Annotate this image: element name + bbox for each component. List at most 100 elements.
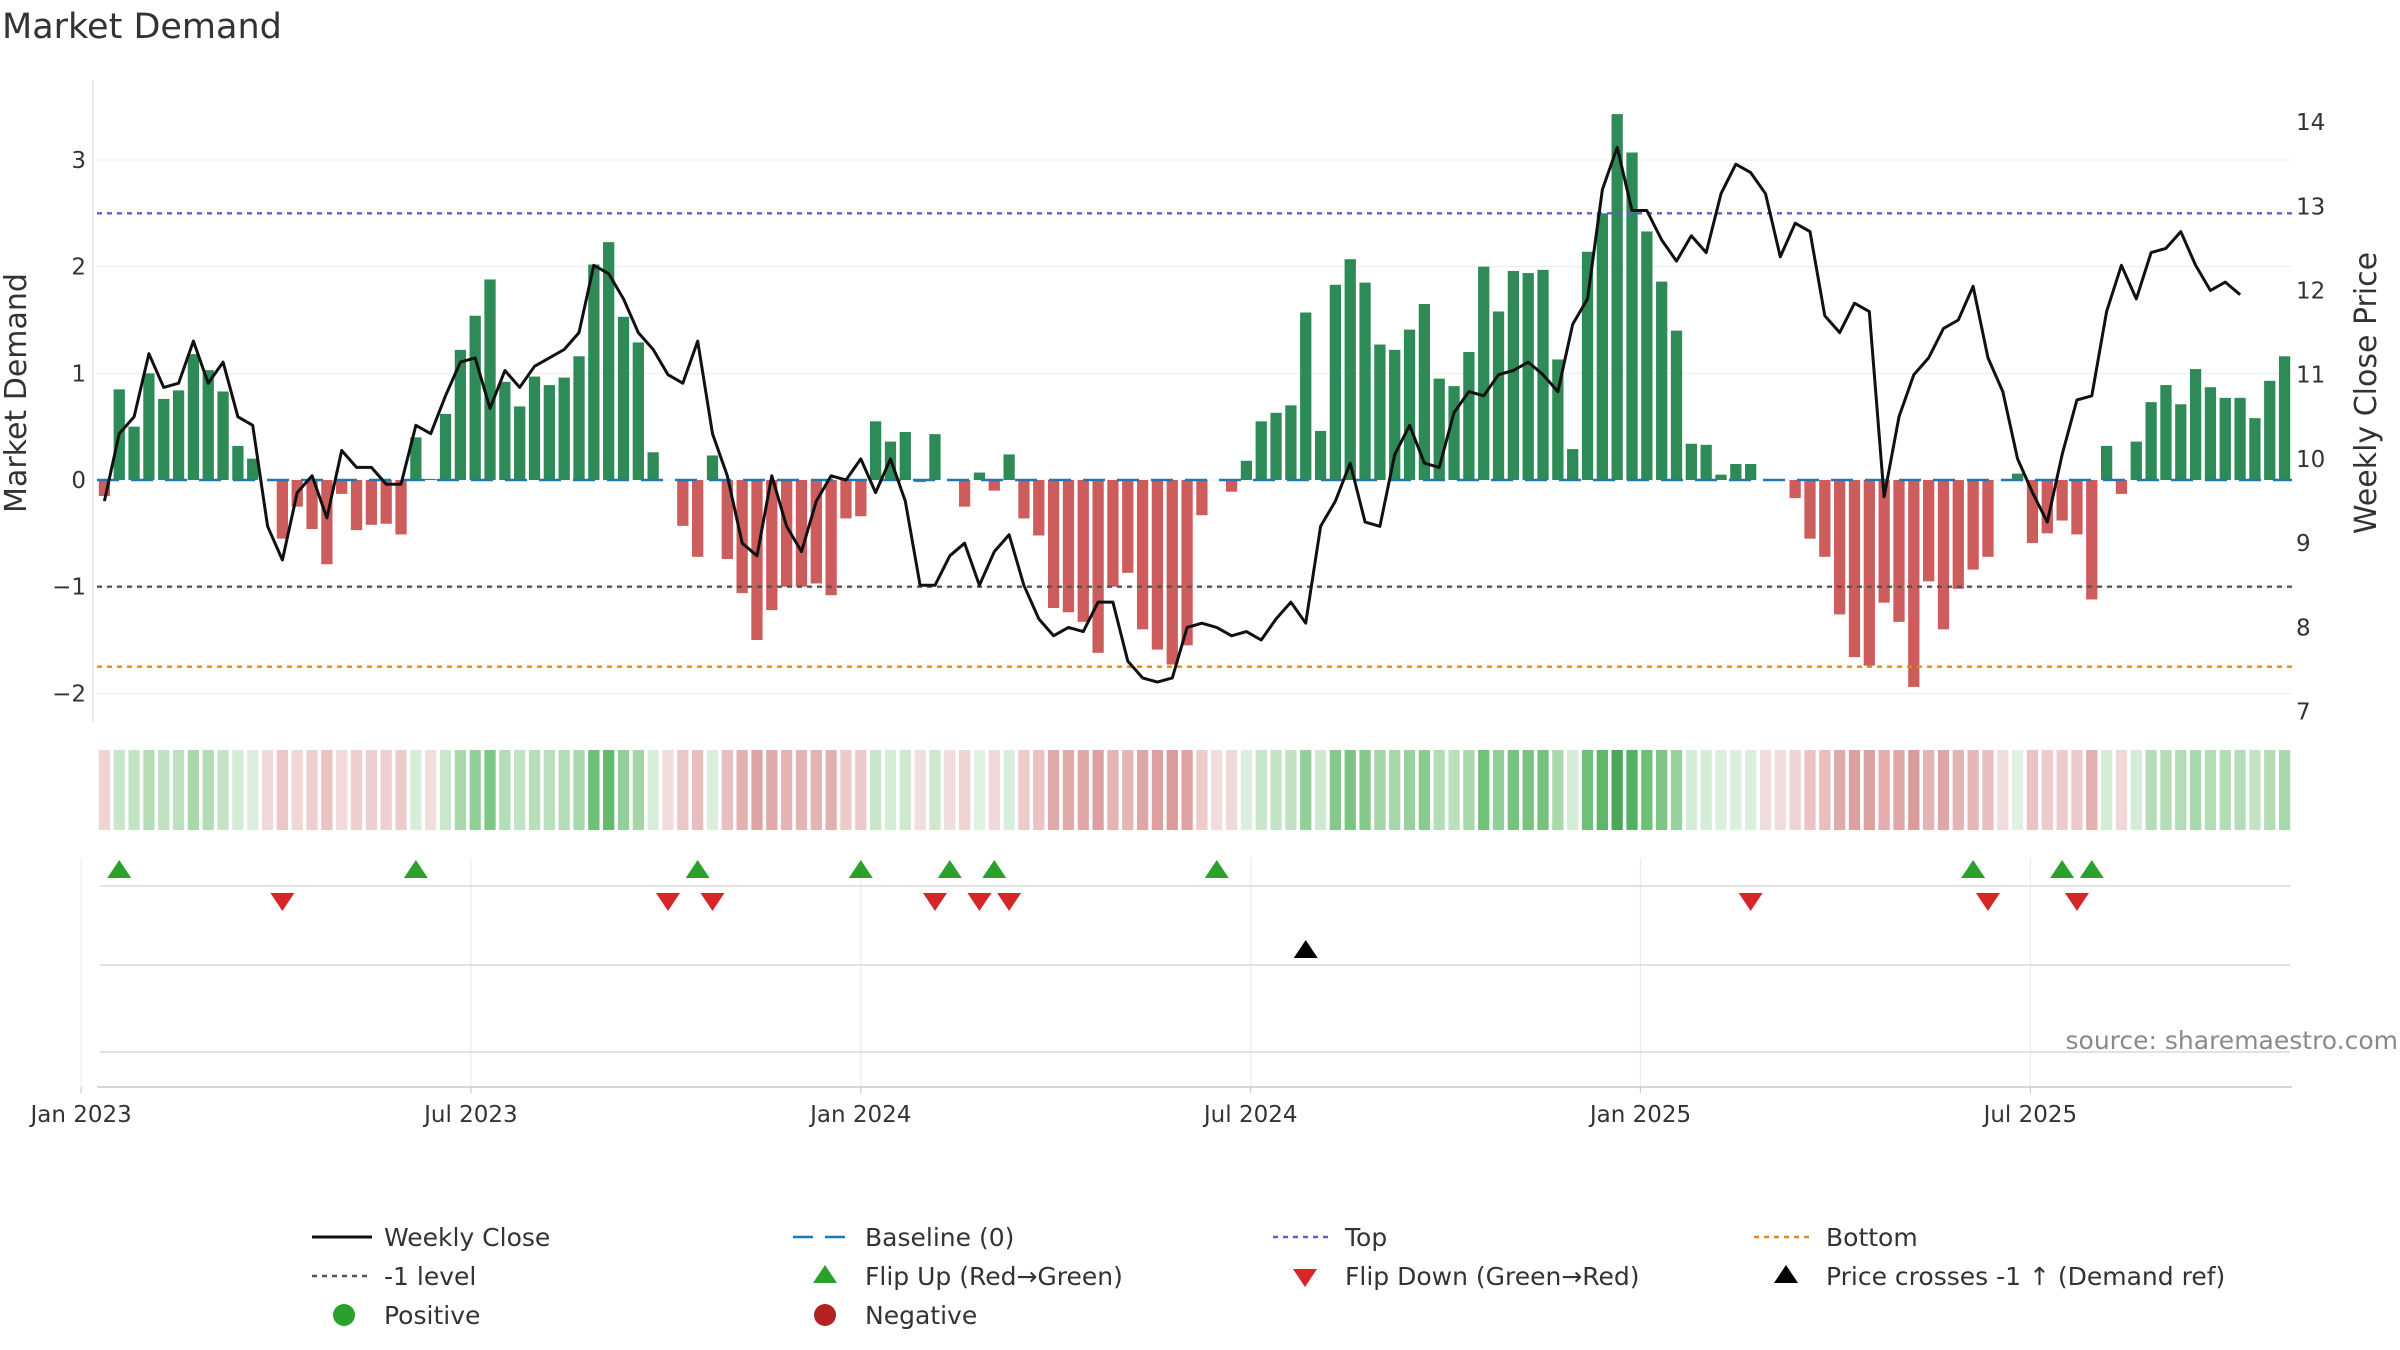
demand-tile [899,750,911,830]
legend-label: Flip Up (Red→Green) [865,1262,1123,1291]
demand-tile [439,750,452,830]
demand-tile [1581,750,1594,830]
flip-up-marker [107,860,132,878]
signal-markers [107,860,2104,958]
y2-axis-title: Weekly Close Price [2349,252,2384,534]
demand-tile [1567,750,1579,830]
legend-label: Top [1344,1223,1387,1252]
negative-demand-bar [1908,480,1920,687]
negative-demand-bar [350,480,363,531]
positive-demand-bar [706,455,719,480]
demand-tile [543,750,555,830]
demand-tile [306,750,318,830]
demand-tile [1507,750,1520,830]
negative-demand-bar [2071,480,2083,535]
legend-item-baseline: Baseline (0) [793,1223,1014,1252]
negative-demand-bar [825,480,837,596]
demand-tile [1389,750,1401,830]
demand-tile [1344,750,1356,830]
demand-tile [1300,750,1312,830]
negative-demand-bar [1018,480,1030,519]
demand-tile [1092,750,1104,830]
y2-tick-label: 11 [2296,363,2325,389]
positive-demand-bar [2249,418,2261,480]
demand-tile [2115,750,2128,830]
legend-item-weekly-close: Weekly Close [312,1223,550,1252]
positive-demand-bar [217,391,229,480]
y-axis-title: Market Demand [0,273,34,513]
positive-demand-bar [528,376,541,480]
demand-tile [1611,750,1623,830]
negative-demand-bar [1151,480,1164,650]
negative-demand-bar [1952,480,1964,589]
demand-tile [113,750,125,830]
negative-demand-bar [721,480,733,559]
negative-demand-bar [336,480,348,494]
negative-demand-bar [1166,480,1178,665]
demand-tile [2011,750,2024,830]
demand-tile [1937,750,1950,830]
positive-demand-bar [1567,449,1579,480]
demand-tile [1997,750,2009,830]
negative-demand-bar [2086,480,2098,600]
positive-demand-bar [172,390,185,480]
y2-tick-label: 7 [2296,700,2311,726]
demand-tile [781,750,793,830]
negative-demand-bar [1196,480,1208,516]
demand-tile [766,750,778,830]
positive-demand-bar [1656,281,1668,480]
negative-demand-bar [855,480,867,517]
positive-demand-bar [2204,387,2217,480]
demand-tile [1196,750,1208,830]
demand-tile [247,750,259,830]
negative-demand-bar [1107,480,1119,587]
demand-tile [380,750,392,830]
positive-demand-bar [1389,349,1401,480]
demand-tile [1685,750,1697,830]
demand-tile [1062,750,1075,830]
demand-tile [276,750,289,830]
positive-demand-bar [2234,397,2246,480]
demand-tile [1670,750,1683,830]
demand-tile [840,750,852,830]
demand-tile [1804,750,1816,830]
positive-demand-bar [2264,380,2276,480]
demand-tile [98,750,111,830]
demand-tile [1122,750,1134,830]
flip-up-marker [2079,860,2104,878]
demand-tile [365,750,378,830]
negative-demand-bar [751,480,763,640]
demand-tile [1848,750,1861,830]
positive-demand-bar [1270,412,1282,480]
demand-tile [1255,750,1267,830]
legend-label: Flip Down (Green→Red) [1345,1262,1640,1291]
demand-tile [1374,750,1386,830]
legend-item-minus-one: -1 level [312,1262,476,1291]
positive-demand-bar [2160,385,2172,480]
positive-demand-bar [869,421,882,480]
demand-tile [1878,750,1890,830]
demand-tile [1656,750,1668,830]
flip-up-marker [982,860,1007,878]
positive-demand-bar [410,437,422,480]
negative-demand-bar [98,480,111,496]
demand-tile [1492,750,1505,830]
demand-tile [944,750,956,830]
demand-tile [2175,750,2187,830]
negative-demand-bar [2056,480,2068,521]
demand-tile [2041,750,2053,830]
demand-tile [1715,750,1727,830]
demand-tile [158,750,170,830]
negative-demand-bar [795,480,808,587]
positive-demand-bar [1418,304,1431,480]
demand-tile [558,750,570,830]
price-cross-marker [1293,940,1318,958]
demand-tile [350,750,363,830]
positive-demand-bar [1730,464,1742,480]
legend-label: Weekly Close [384,1223,550,1252]
demand-tile [692,750,704,830]
demand-tile [2130,750,2142,830]
demand-tile [1018,750,1030,830]
demand-tile [1047,750,1060,830]
demand-tile [751,750,763,830]
